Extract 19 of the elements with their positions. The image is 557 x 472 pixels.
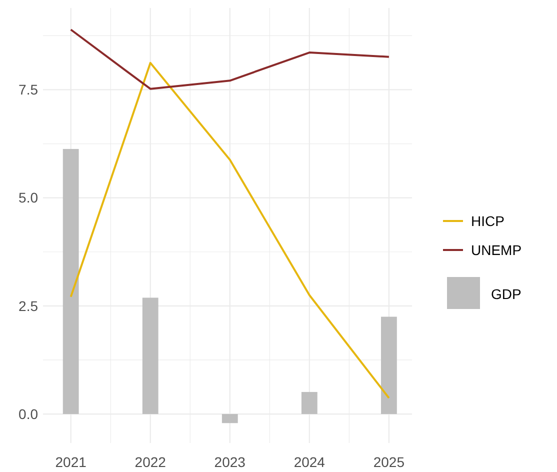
bar — [142, 298, 158, 414]
bar — [380, 316, 397, 414]
bar — [222, 414, 238, 424]
bar — [301, 392, 318, 414]
legend-label: HICP — [471, 212, 504, 229]
x-tick-label: 2023 — [214, 454, 246, 470]
y-tick-label: 7.5 — [18, 82, 38, 98]
x-tick-label: 2022 — [134, 454, 166, 470]
legend-label: GDP — [491, 286, 522, 302]
x-tick-label: 2021 — [55, 454, 87, 470]
x-tick-label: 2024 — [294, 454, 326, 470]
legend-label: UNEMP — [471, 242, 522, 258]
x-tick-label: 2025 — [373, 454, 405, 470]
y-tick-label: 0.0 — [18, 406, 38, 422]
line-series — [70, 28, 390, 90]
y-tick-label: 2.5 — [18, 298, 38, 314]
y-tick-label: 5.0 — [18, 190, 38, 206]
bar — [62, 148, 79, 414]
line-series — [70, 62, 390, 400]
